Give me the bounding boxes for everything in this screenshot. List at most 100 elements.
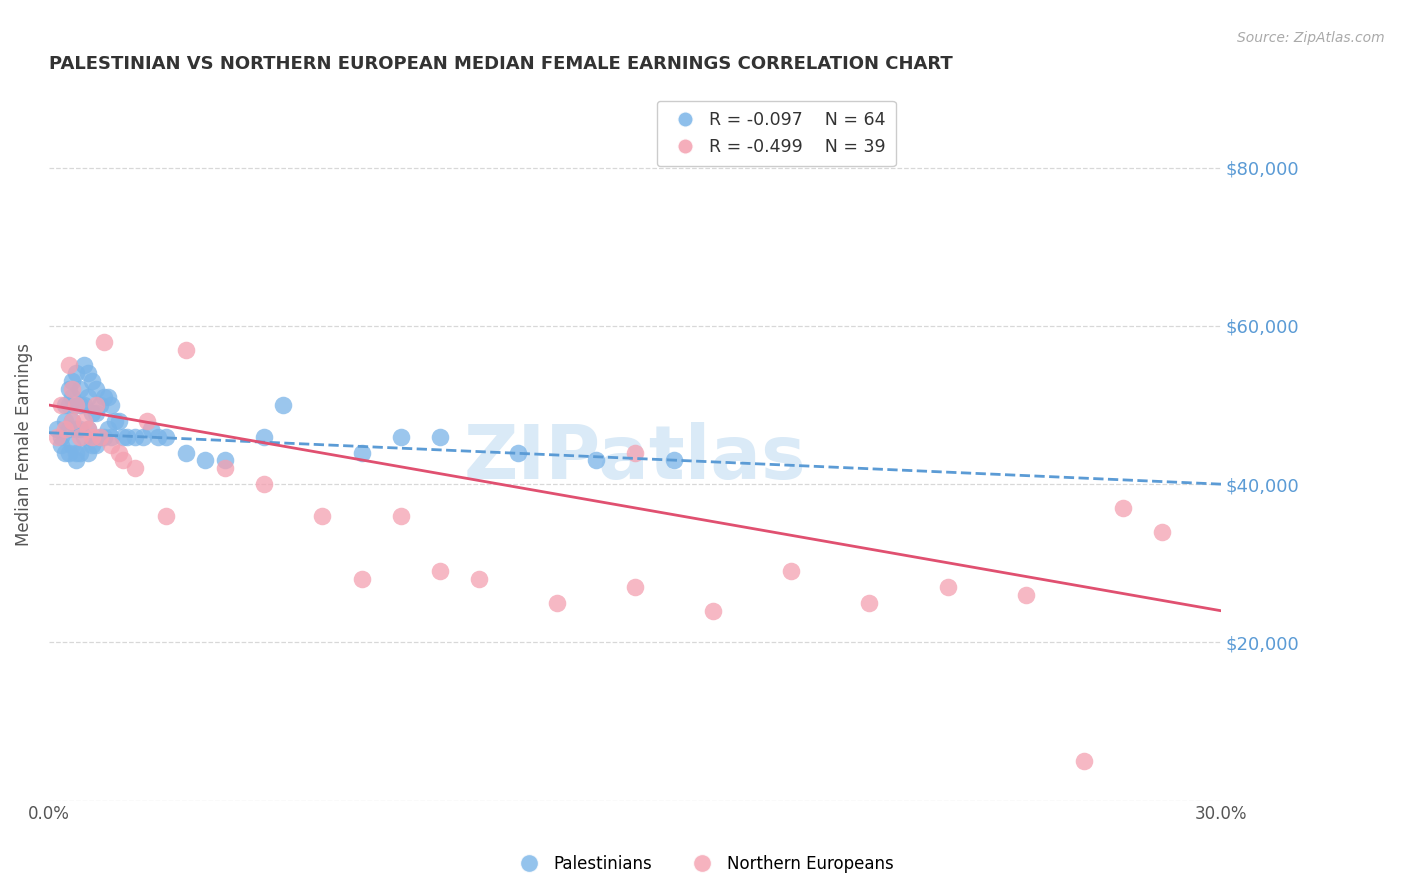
- Y-axis label: Median Female Earnings: Median Female Earnings: [15, 343, 32, 546]
- Point: [135, 414, 157, 428]
- Point: [65, 453, 87, 467]
- Point: [58, 422, 80, 436]
- Point: [148, 430, 170, 444]
- Point: [84, 398, 107, 412]
- Point: [112, 430, 135, 444]
- Point: [58, 398, 80, 412]
- Point: [73, 414, 96, 428]
- Point: [62, 414, 84, 428]
- Point: [350, 445, 373, 459]
- Point: [311, 508, 333, 523]
- Point: [104, 414, 127, 428]
- Point: [77, 367, 100, 381]
- Point: [429, 564, 451, 578]
- Point: [45, 422, 67, 436]
- Text: Source: ZipAtlas.com: Source: ZipAtlas.com: [1237, 31, 1385, 45]
- Point: [65, 422, 87, 436]
- Point: [53, 398, 76, 412]
- Point: [253, 430, 276, 444]
- Point: [132, 430, 155, 444]
- Point: [62, 374, 84, 388]
- Point: [62, 382, 84, 396]
- Legend: R = -0.097    N = 64, R = -0.499    N = 39: R = -0.097 N = 64, R = -0.499 N = 39: [657, 101, 896, 166]
- Point: [124, 430, 146, 444]
- Point: [1112, 500, 1135, 515]
- Point: [858, 596, 880, 610]
- Point: [73, 359, 96, 373]
- Point: [65, 367, 87, 381]
- Point: [58, 445, 80, 459]
- Point: [115, 430, 138, 444]
- Point: [62, 437, 84, 451]
- Point: [936, 580, 959, 594]
- Point: [84, 406, 107, 420]
- Point: [53, 414, 76, 428]
- Point: [69, 398, 91, 412]
- Point: [155, 508, 177, 523]
- Point: [77, 422, 100, 436]
- Point: [155, 430, 177, 444]
- Point: [69, 382, 91, 396]
- Point: [350, 572, 373, 586]
- Point: [73, 430, 96, 444]
- Point: [80, 406, 103, 420]
- Point: [53, 445, 76, 459]
- Point: [77, 422, 100, 436]
- Point: [214, 461, 236, 475]
- Point: [780, 564, 803, 578]
- Point: [624, 445, 647, 459]
- Point: [97, 390, 120, 404]
- Point: [84, 437, 107, 451]
- Point: [662, 453, 685, 467]
- Point: [139, 422, 162, 436]
- Point: [194, 453, 217, 467]
- Point: [80, 374, 103, 388]
- Point: [93, 390, 115, 404]
- Point: [389, 430, 412, 444]
- Point: [93, 334, 115, 349]
- Point: [58, 382, 80, 396]
- Point: [100, 437, 122, 451]
- Point: [62, 414, 84, 428]
- Point: [65, 445, 87, 459]
- Point: [62, 390, 84, 404]
- Point: [1152, 524, 1174, 539]
- Point: [124, 461, 146, 475]
- Text: PALESTINIAN VS NORTHERN EUROPEAN MEDIAN FEMALE EARNINGS CORRELATION CHART: PALESTINIAN VS NORTHERN EUROPEAN MEDIAN …: [49, 55, 953, 73]
- Point: [506, 445, 529, 459]
- Point: [467, 572, 489, 586]
- Point: [49, 437, 72, 451]
- Point: [624, 580, 647, 594]
- Point: [273, 398, 295, 412]
- Point: [77, 445, 100, 459]
- Point: [389, 508, 412, 523]
- Point: [89, 398, 111, 412]
- Legend: Palestinians, Northern Europeans: Palestinians, Northern Europeans: [505, 848, 901, 880]
- Point: [73, 398, 96, 412]
- Point: [702, 604, 724, 618]
- Text: ZIPatlas: ZIPatlas: [464, 422, 806, 495]
- Point: [546, 596, 568, 610]
- Point: [49, 398, 72, 412]
- Point: [69, 422, 91, 436]
- Point: [93, 430, 115, 444]
- Point: [80, 437, 103, 451]
- Point: [108, 445, 131, 459]
- Point: [174, 445, 197, 459]
- Point: [214, 453, 236, 467]
- Point: [100, 430, 122, 444]
- Point: [69, 430, 91, 444]
- Point: [253, 477, 276, 491]
- Point: [77, 390, 100, 404]
- Point: [1073, 754, 1095, 768]
- Point: [1014, 588, 1036, 602]
- Point: [100, 398, 122, 412]
- Point: [69, 445, 91, 459]
- Point: [58, 359, 80, 373]
- Point: [89, 430, 111, 444]
- Point: [108, 414, 131, 428]
- Point: [53, 422, 76, 436]
- Point: [45, 430, 67, 444]
- Point: [49, 430, 72, 444]
- Point: [89, 430, 111, 444]
